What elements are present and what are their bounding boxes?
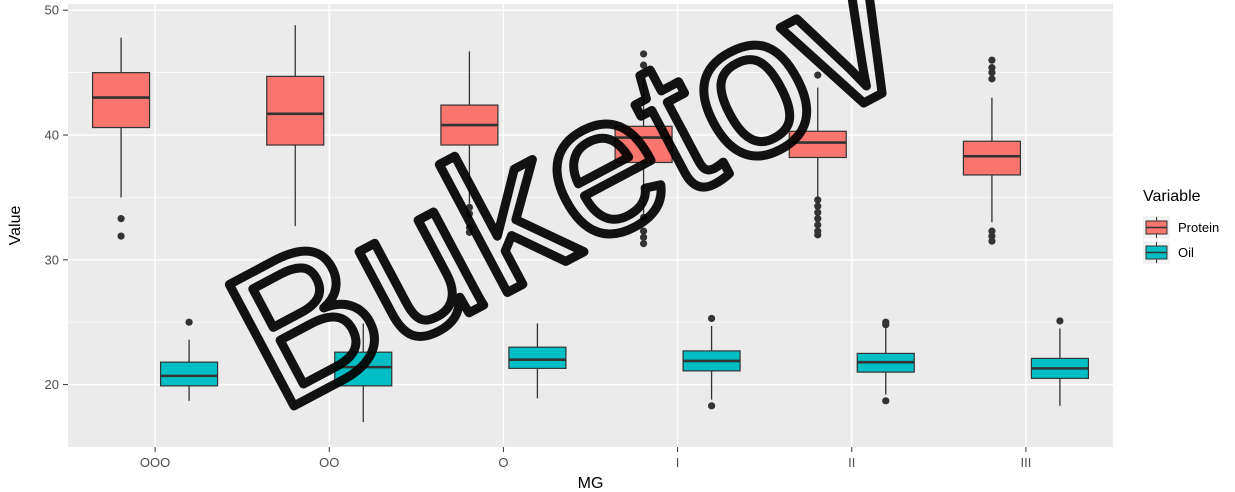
x-tick-label: OOO (140, 455, 170, 470)
x-tick-label: III (1020, 455, 1031, 470)
box-layer (91, 25, 1090, 423)
y-axis-title: Value (7, 206, 24, 246)
outlier-point (814, 215, 822, 223)
outlier-point (988, 232, 996, 240)
y-tick-label: 20 (45, 377, 59, 392)
box-protein-i (614, 50, 673, 248)
outlier-point (882, 397, 890, 405)
legend-title: Variable (1143, 188, 1201, 205)
outlier-point (988, 69, 996, 77)
outlier-point (882, 321, 890, 329)
outlier-point (707, 314, 716, 323)
legend-label-protein: Protein (1178, 220, 1219, 235)
outlier-point (814, 196, 822, 204)
outlier-point (639, 233, 648, 241)
box-iqr (614, 125, 673, 164)
outlier-point (465, 223, 474, 231)
outlier-point (465, 210, 474, 218)
outlier-point (117, 215, 125, 223)
box-protein-ii (788, 71, 847, 239)
outlier-point (988, 237, 996, 245)
box-iqr (91, 72, 151, 129)
box-iqr (159, 361, 219, 387)
box-protein-ooo (91, 37, 151, 240)
box-oil-ooo (159, 318, 219, 401)
box-protein-o (440, 51, 499, 236)
outlier-point (465, 228, 474, 236)
outlier-point (814, 221, 822, 229)
legend: Variable Protein Oil (1143, 188, 1219, 264)
plot-panel (68, 4, 1113, 447)
outlier-point (814, 71, 822, 79)
outlier-point (988, 227, 996, 235)
box-iqr (508, 346, 567, 369)
outlier-point (639, 61, 648, 69)
legend-key-protein (1143, 216, 1170, 239)
outlier-point (988, 64, 996, 72)
outlier-point (117, 232, 125, 240)
y-tick-label: 30 (45, 252, 59, 267)
box-iqr (266, 75, 325, 146)
y-tick-label: 50 (45, 3, 59, 18)
x-tick-label: OO (319, 455, 339, 470)
box-protein-oo (266, 25, 325, 227)
box-oil-iii (1030, 317, 1090, 406)
y-tick-label: 40 (45, 128, 59, 143)
outlier-point (988, 75, 996, 83)
x-tick-label: I (676, 455, 680, 470)
box-oil-oo (334, 323, 393, 423)
grid-lines (68, 4, 1113, 447)
box-oil-ii (856, 318, 915, 405)
outlier-point (639, 227, 648, 235)
box-oil-o (508, 323, 567, 399)
outlier-point (988, 56, 996, 64)
outlier-point (639, 213, 648, 221)
outlier-point (814, 231, 822, 239)
x-tick-label: O (498, 455, 508, 470)
legend-label-oil: Oil (1178, 245, 1194, 260)
outlier-point (639, 50, 648, 58)
outlier-point (814, 202, 822, 210)
outlier-point (639, 239, 648, 248)
x-tick-label: II (848, 455, 855, 470)
box-protein-iii (962, 56, 1022, 245)
outlier-point (465, 203, 474, 212)
outlier-point (185, 318, 193, 326)
box-oil-i (682, 314, 741, 410)
outlier-point (707, 402, 716, 410)
box-iqr (334, 351, 393, 387)
x-axis-title: MG (578, 475, 604, 492)
box-iqr (962, 140, 1022, 176)
legend-key-oil (1143, 241, 1170, 264)
outlier-point (814, 208, 822, 216)
box-iqr (788, 130, 847, 159)
outlier-point (1056, 317, 1064, 325)
